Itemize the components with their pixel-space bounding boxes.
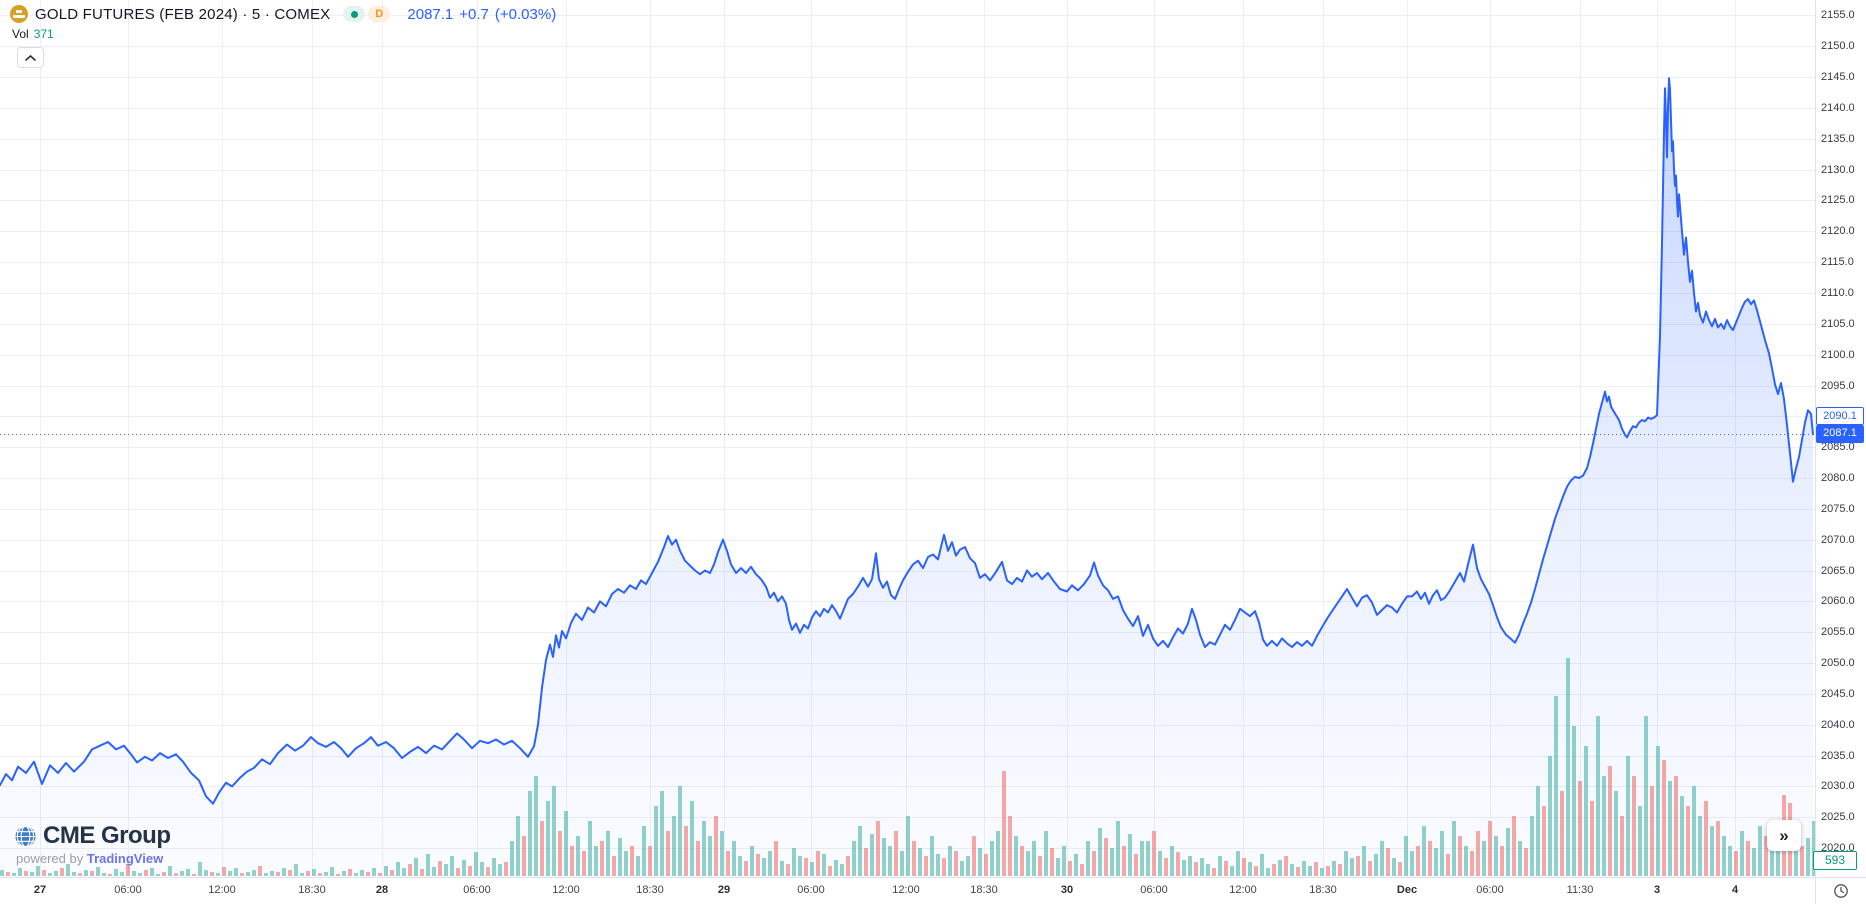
price-tick-label: 2045.0 xyxy=(1821,687,1855,700)
time-tick-label: 3 xyxy=(1653,884,1661,896)
time-tick-label: 12:00 xyxy=(552,884,580,896)
time-tick-label: 06:00 xyxy=(463,884,491,896)
time-tick-label: 18:30 xyxy=(970,884,998,896)
price-tick-label: 2085.0 xyxy=(1821,441,1855,454)
time-tick-label: 06:00 xyxy=(1476,884,1504,896)
price-tick-label: 2115.0 xyxy=(1821,256,1854,269)
scroll-to-realtime-button[interactable]: » xyxy=(1767,820,1801,851)
price-tick-label: 2075.0 xyxy=(1821,502,1855,515)
price-tick-label: 2030.0 xyxy=(1821,780,1855,793)
time-tick-label: 06:00 xyxy=(797,884,825,896)
time-tick-label: 18:30 xyxy=(298,884,326,896)
gold-futures-icon xyxy=(10,5,28,23)
price-tick-label: 2050.0 xyxy=(1821,657,1855,670)
price-tick-label: 2140.0 xyxy=(1821,101,1855,114)
price-change: +0.7 xyxy=(459,5,489,23)
time-tick-label: 11:30 xyxy=(1566,884,1594,896)
interval-badge[interactable]: D xyxy=(368,6,391,22)
price-tick-label: 2070.0 xyxy=(1821,533,1855,546)
exchange-watermark: CME Group powered by TradingView xyxy=(14,822,171,866)
price-change-percent: (+0.03%) xyxy=(494,5,557,23)
price-tick-label: 2025.0 xyxy=(1821,811,1855,824)
price-tick-label: 2155.0 xyxy=(1821,9,1855,22)
price-tick-label: 2095.0 xyxy=(1821,379,1855,392)
time-tick-label: 18:30 xyxy=(636,884,664,896)
price-tick-label: 2100.0 xyxy=(1821,348,1855,361)
price-tick-label: 2065.0 xyxy=(1821,564,1855,577)
price-tick-label: 2135.0 xyxy=(1821,132,1855,145)
volume-label: Vol xyxy=(12,27,29,41)
tradingview-link[interactable]: TradingView xyxy=(86,851,164,866)
volume-value-label: 593 xyxy=(1813,851,1857,870)
double-chevron-right-icon: » xyxy=(1779,825,1789,845)
price-tick-label: 2105.0 xyxy=(1821,317,1855,330)
time-tick-label: 27 xyxy=(33,884,47,896)
price-readout: 2087.1 +0.7 (+0.03%) xyxy=(407,6,556,23)
volume-legend[interactable]: Vol 371 xyxy=(12,27,54,41)
collapse-legend-button[interactable] xyxy=(17,47,44,68)
price-tick-label: 2150.0 xyxy=(1821,40,1855,53)
time-tick-label: 29 xyxy=(717,884,731,896)
secondary-price-label: 2090.1 xyxy=(1816,406,1864,425)
timezone-corner[interactable] xyxy=(1815,877,1866,904)
symbol-legend[interactable]: GOLD FUTURES (FEB 2024) · 5 · COMEX D 20… xyxy=(10,5,556,23)
last-price-label: 2087.1 xyxy=(1816,425,1864,444)
time-tick-label: 12:00 xyxy=(892,884,920,896)
price-tick-label: 2060.0 xyxy=(1821,595,1855,608)
price-tick-label: 2055.0 xyxy=(1821,626,1855,639)
time-tick-label: Dec xyxy=(1396,884,1418,896)
price-tick-label: 2080.0 xyxy=(1821,472,1855,485)
clock-icon xyxy=(1834,884,1848,898)
price-tick-label: 2130.0 xyxy=(1821,163,1855,176)
time-tick-label: 12:00 xyxy=(208,884,236,896)
time-tick-label: 06:00 xyxy=(1140,884,1168,896)
time-tick-label: 4 xyxy=(1731,884,1739,896)
time-axis[interactable]: 27 06:00 12:00 18:30 28 06:00 12:00 18:30 29 06:0… xyxy=(0,877,1815,904)
market-open-dot-icon xyxy=(350,10,358,18)
powered-by-text: powered by xyxy=(16,851,84,866)
market-status-pill[interactable] xyxy=(343,6,366,22)
symbol-title[interactable]: GOLD FUTURES (FEB 2024) · 5 · COMEX xyxy=(35,5,331,23)
price-tick-label: 2035.0 xyxy=(1821,749,1855,762)
time-tick-label: 12:00 xyxy=(1229,884,1257,896)
price-tick-label: 2110.0 xyxy=(1821,286,1854,299)
volume-value: 371 xyxy=(33,27,54,41)
time-tick-label: 28 xyxy=(375,884,389,896)
time-tick-label: 30 xyxy=(1060,884,1074,896)
cme-globe-icon xyxy=(15,825,36,847)
time-tick-label: 18:30 xyxy=(1309,884,1337,896)
price-tick-label: 2125.0 xyxy=(1821,194,1855,207)
time-tick-label: 06:00 xyxy=(114,884,142,896)
price-chart-canvas[interactable] xyxy=(0,0,1815,877)
last-price-value: 2087.1 xyxy=(407,5,454,23)
price-tick-label: 2040.0 xyxy=(1821,718,1855,731)
cme-brand-text: CME Group xyxy=(43,822,171,849)
price-tick-label: 2145.0 xyxy=(1821,71,1855,84)
price-tick-label: 2120.0 xyxy=(1821,225,1855,238)
chevron-up-icon xyxy=(25,54,36,61)
